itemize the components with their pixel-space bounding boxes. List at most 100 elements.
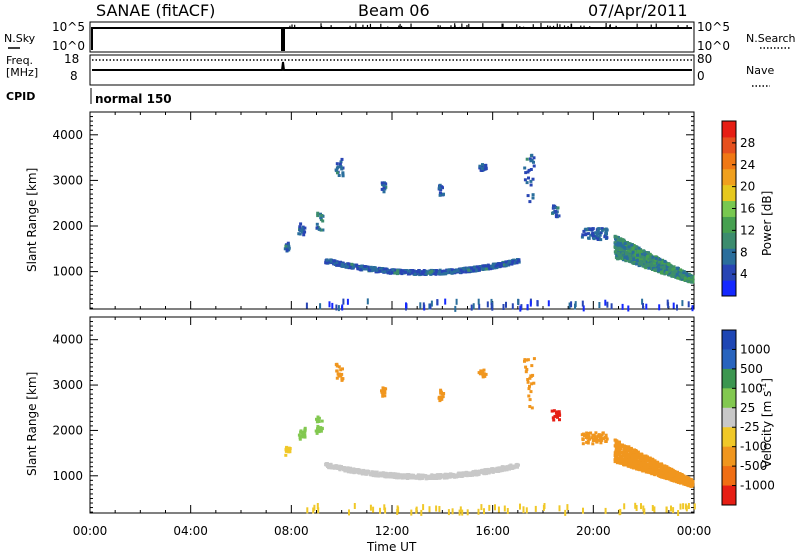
data-cell [340, 166, 344, 170]
data-cell [582, 507, 584, 514]
x-tick-label: 12:00 [375, 524, 410, 538]
data-cell [333, 464, 337, 468]
colorbar-tick-label: -500 [740, 459, 767, 473]
data-cell [451, 268, 455, 272]
data-cell [632, 257, 636, 261]
data-cell [597, 227, 601, 231]
data-cell [532, 156, 536, 160]
data-cell [622, 449, 626, 453]
data-cell [602, 437, 606, 440]
colorbar-tick-label: -100 [740, 440, 767, 454]
data-cell [617, 246, 621, 250]
data-cell [337, 365, 341, 369]
data-cell [284, 453, 288, 457]
data-cell [604, 433, 608, 437]
data-cell [596, 235, 600, 239]
data-cell [342, 467, 346, 471]
data-cell [526, 170, 530, 174]
data-cell [634, 464, 638, 468]
data-cell [643, 461, 647, 465]
data-cell [332, 259, 336, 263]
data-cell [366, 298, 369, 305]
data-cell [682, 271, 686, 275]
data-cell [660, 467, 664, 471]
data-cell [527, 176, 530, 180]
data-cell [614, 251, 618, 255]
data-cell [625, 445, 629, 449]
data-cell [420, 270, 424, 274]
data-cell [631, 250, 635, 254]
data-cell [428, 506, 431, 513]
data-cell [482, 267, 486, 271]
data-cell [596, 237, 600, 241]
data-cell [604, 507, 607, 514]
data-cell [665, 506, 668, 513]
data-cell [511, 466, 515, 470]
data-cell [641, 468, 644, 472]
data-cell [631, 463, 634, 466]
data-cell [503, 505, 506, 512]
data-cell [618, 444, 622, 447]
data-cell [686, 279, 690, 283]
data-cell [498, 466, 502, 470]
data-cell [687, 301, 690, 308]
colorbar-tick-label: -1000 [740, 479, 775, 493]
data-cell [463, 473, 467, 477]
data-cell [626, 242, 630, 245]
data-cell [529, 183, 533, 187]
data-cell [669, 273, 673, 277]
data-cell [617, 253, 621, 257]
data-cell [396, 508, 399, 515]
data-cell [472, 303, 475, 310]
data-cell [340, 262, 344, 266]
noise-spikes [289, 23, 688, 28]
data-cell [671, 267, 675, 271]
data-cell [446, 271, 450, 275]
data-cell [653, 259, 657, 263]
data-cell [642, 467, 646, 471]
data-cell [461, 509, 464, 516]
data-cell [636, 453, 639, 457]
nsky-trace [91, 27, 692, 51]
data-cell [636, 464, 640, 468]
data-cell [381, 269, 385, 273]
data-cell [339, 374, 343, 378]
y-tick-label: 1000 [52, 265, 83, 279]
data-cell [528, 405, 532, 408]
data-cell [525, 358, 529, 362]
data-cell [529, 390, 533, 394]
data-cell [471, 470, 475, 474]
data-cell [325, 462, 328, 466]
velocity-ylabel: Slant Range [km] [25, 372, 39, 476]
colorbar-segment [722, 349, 736, 370]
data-cell [621, 303, 624, 310]
data-cell [391, 474, 395, 478]
data-cell [340, 157, 344, 161]
data-cell [490, 302, 493, 309]
data-cell [369, 504, 372, 511]
data-cell [619, 238, 623, 242]
y-tick-label: 1000 [52, 469, 83, 483]
data-cell [684, 478, 688, 482]
data-cell [527, 387, 531, 391]
data-cell [335, 166, 339, 170]
data-cell [665, 476, 669, 479]
data-cell [530, 382, 534, 386]
freq-left-tick-top: 18 [64, 52, 79, 66]
data-cell [532, 381, 536, 385]
data-cell [627, 445, 631, 449]
data-cell [465, 266, 469, 270]
data-cell [430, 269, 434, 273]
data-cell [532, 164, 536, 168]
data-cell [397, 476, 401, 480]
data-cell [627, 449, 631, 453]
data-cell [430, 300, 433, 307]
data-cell [644, 460, 648, 463]
data-cell [314, 429, 318, 433]
data-cell [420, 509, 423, 516]
data-cell [594, 231, 598, 235]
data-cell [385, 473, 389, 477]
data-cell [646, 251, 650, 255]
data-cell [288, 447, 292, 451]
data-cell [634, 450, 637, 454]
